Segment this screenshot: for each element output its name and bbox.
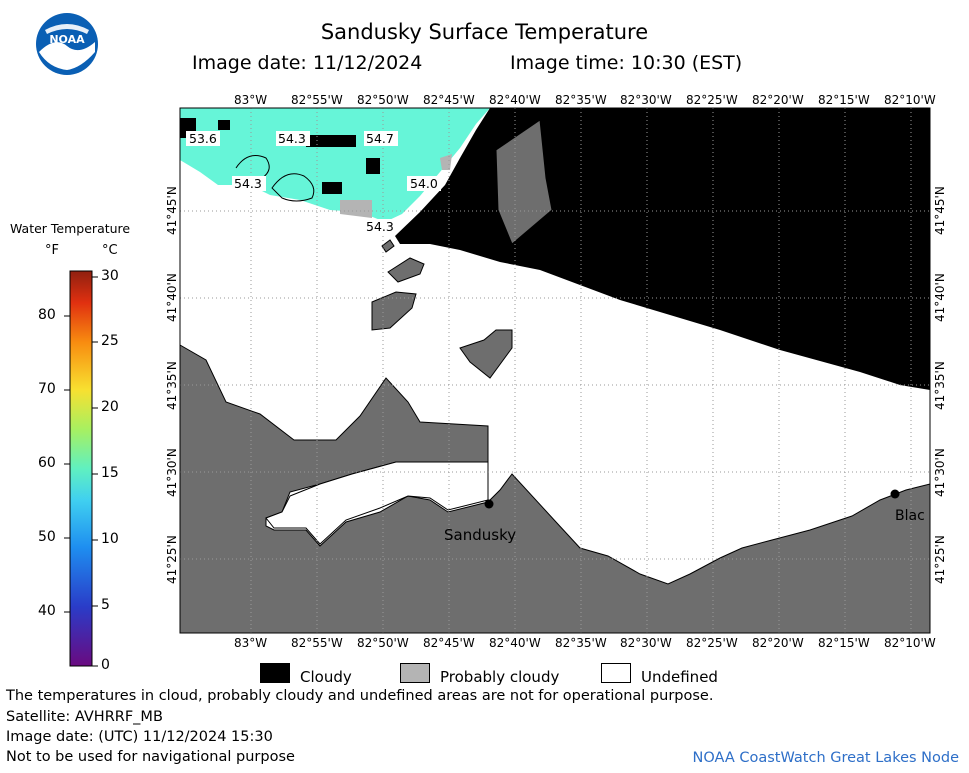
- cloud-cell: [218, 120, 230, 130]
- lon-tick-bottom: 82°45'W: [423, 636, 475, 650]
- lon-tick-top: 82°35'W: [555, 93, 607, 107]
- key-swatch-probably-cloudy: [400, 663, 430, 683]
- probably-cloudy-cell: [440, 154, 452, 170]
- island: [495, 119, 553, 245]
- lon-tick-bottom: 82°10'W: [884, 636, 936, 650]
- footer-node: NOAA CoastWatch Great Lakes Node: [692, 750, 959, 766]
- celsius-label: 10: [101, 531, 119, 547]
- place-marker: [890, 489, 900, 499]
- temp-label-bg: [407, 176, 441, 191]
- temp-label: 54.3: [234, 176, 262, 191]
- temp-label-bg: [276, 131, 310, 146]
- lat-tick-left: 41°30'N: [165, 448, 179, 497]
- sandusky-bay: [265, 461, 489, 545]
- legend-unit-c: °C: [102, 243, 118, 258]
- island: [459, 329, 513, 379]
- lat-tick-right: 41°45'N: [933, 186, 947, 235]
- celsius-label: 20: [101, 399, 119, 415]
- celsius-label: 30: [101, 268, 119, 284]
- lon-tick-bottom: 82°15'W: [818, 636, 870, 650]
- celsius-label: 15: [101, 465, 119, 481]
- key-label-undefined: Undefined: [641, 668, 718, 686]
- map-frame: [179, 107, 931, 634]
- cloud-cell: [322, 182, 342, 194]
- color-bar: [69, 270, 93, 667]
- temp-label-bg: [364, 131, 398, 146]
- lon-tick-top: 82°20'W: [752, 93, 804, 107]
- temp-label-bg: [232, 176, 266, 191]
- probably-cloudy-cell: [340, 200, 372, 218]
- lon-tick-bottom: 82°35'W: [555, 636, 607, 650]
- lon-tick-bottom: 82°50'W: [357, 636, 409, 650]
- lon-tick-bottom: 82°20'W: [752, 636, 804, 650]
- water-warm-area: [180, 108, 490, 222]
- fahrenheit-label: 60: [38, 455, 56, 471]
- temp-label: 53.6: [189, 131, 217, 146]
- key-label-cloudy: Cloudy: [300, 668, 352, 686]
- lon-tick-top: 83°W: [234, 93, 268, 107]
- fahrenheit-label: 50: [38, 529, 56, 545]
- temp-label: 54.7: [366, 131, 394, 146]
- image-date: Image date: 11/12/2024: [192, 52, 423, 74]
- temp-label-bg: [363, 219, 397, 234]
- lon-tick-top: 82°45'W: [423, 93, 475, 107]
- footer-disclaimer: The temperatures in cloud, probably clou…: [6, 688, 714, 704]
- lon-tick-bottom: 82°25'W: [686, 636, 738, 650]
- lon-tick-top: 82°40'W: [489, 93, 541, 107]
- fahrenheit-label: 40: [38, 603, 56, 619]
- lon-tick-top: 82°30'W: [620, 93, 672, 107]
- temp-label: 54.3: [366, 219, 394, 234]
- noaa-logo: NOAA: [36, 13, 98, 75]
- legend-title: Water Temperature: [10, 221, 131, 236]
- footer-navigation: Not to be used for navigational purpose: [6, 749, 295, 765]
- lat-tick-right: 41°40'N: [933, 273, 947, 322]
- lon-tick-bottom: 83°W: [234, 636, 268, 650]
- place-label-blac: Blac: [895, 508, 925, 524]
- lon-tick-bottom: 82°30'W: [620, 636, 672, 650]
- lat-tick-right: 41°30'N: [933, 448, 947, 497]
- place-label-sandusky: Sandusky: [444, 526, 516, 544]
- lon-tick-top: 82°50'W: [357, 93, 409, 107]
- celsius-label: 5: [101, 597, 110, 613]
- temp-label-bg: [186, 131, 220, 146]
- lon-tick-top: 82°10'W: [884, 93, 936, 107]
- legend-unit-f: °F: [45, 243, 59, 258]
- lat-tick-right: 41°25'N: [933, 535, 947, 584]
- noaa-logo-text: NOAA: [49, 33, 85, 46]
- lon-tick-bottom: 82°40'W: [489, 636, 541, 650]
- color-bar-ticks: [64, 276, 98, 667]
- celsius-label: 0: [101, 657, 110, 673]
- celsius-label: 25: [101, 333, 119, 349]
- lat-tick-left: 41°35'N: [165, 361, 179, 410]
- lon-tick-top: 82°15'W: [818, 93, 870, 107]
- cloud-cell: [306, 135, 356, 147]
- image-time: Image time: 10:30 (EST): [510, 52, 743, 74]
- isotherm-contour: [235, 155, 270, 179]
- island: [381, 239, 395, 253]
- key-swatch-cloudy: [260, 663, 290, 683]
- isotherm-contour: [271, 173, 315, 202]
- map-grid: [180, 108, 930, 633]
- place-marker: [484, 499, 494, 509]
- lon-tick-top: 82°55'W: [291, 93, 343, 107]
- footer-utc-date: Image date: (UTC) 11/12/2024 15:30: [6, 729, 273, 745]
- lon-tick-top: 82°25'W: [686, 93, 738, 107]
- lat-tick-left: 41°25'N: [165, 535, 179, 584]
- temp-label: 54.3: [278, 131, 306, 146]
- land-area: [179, 344, 931, 634]
- lat-tick-left: 41°40'N: [165, 273, 179, 322]
- cloud-cell: [366, 158, 380, 174]
- lat-tick-left: 41°45'N: [165, 186, 179, 235]
- lon-tick-bottom: 82°55'W: [291, 636, 343, 650]
- island: [387, 257, 425, 283]
- key-label-probably-cloudy: Probably cloudy: [440, 668, 560, 686]
- footer-satellite: Satellite: AVHRRF_MB: [6, 709, 163, 725]
- page-title: Sandusky Surface Temperature: [320, 20, 649, 44]
- lat-tick-right: 41°35'N: [933, 361, 947, 410]
- fahrenheit-label: 80: [38, 307, 56, 323]
- key-swatch-undefined: [601, 663, 631, 683]
- fahrenheit-label: 70: [38, 381, 56, 397]
- temp-label: 54.0: [410, 176, 438, 191]
